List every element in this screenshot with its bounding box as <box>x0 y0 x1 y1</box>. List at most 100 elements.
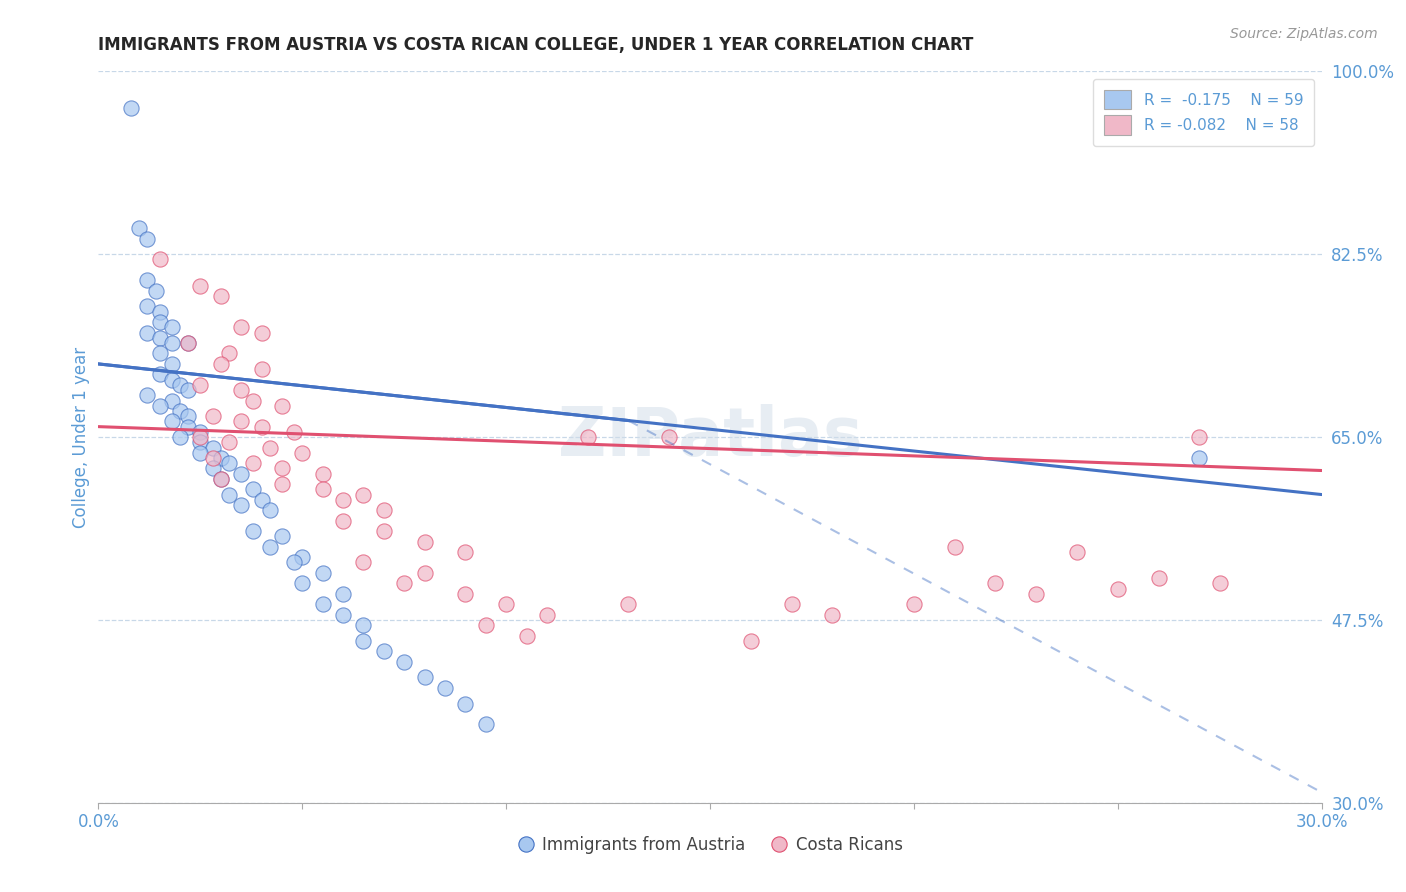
Point <box>149 304 172 318</box>
Point <box>201 450 224 465</box>
Point <box>149 331 172 345</box>
Point <box>413 670 436 684</box>
Y-axis label: College, Under 1 year: College, Under 1 year <box>72 346 90 528</box>
Point <box>352 487 374 501</box>
Point <box>242 524 264 538</box>
Point <box>145 284 167 298</box>
Point <box>576 430 599 444</box>
Point <box>373 524 395 538</box>
Point <box>218 487 240 501</box>
Point <box>332 514 354 528</box>
Point <box>209 450 232 465</box>
Point <box>160 336 183 351</box>
Point <box>231 414 253 428</box>
Point <box>177 336 200 351</box>
Point <box>136 231 159 245</box>
Point <box>291 576 314 591</box>
Point <box>188 278 212 293</box>
Point <box>177 419 200 434</box>
Point <box>160 414 183 428</box>
Point <box>218 456 240 470</box>
Point <box>291 550 314 565</box>
Point <box>474 618 498 632</box>
Point <box>392 576 416 591</box>
Point <box>311 483 335 497</box>
Point <box>250 326 273 340</box>
Point <box>1208 576 1232 591</box>
Point <box>231 467 253 481</box>
Point <box>332 492 354 507</box>
Point <box>943 540 966 554</box>
Point <box>177 336 200 351</box>
Point <box>169 404 191 418</box>
Point <box>209 472 232 486</box>
Point <box>454 697 477 711</box>
Point <box>201 441 224 455</box>
Point <box>177 383 200 397</box>
Point <box>515 629 537 643</box>
Point <box>218 435 240 450</box>
Point <box>259 441 281 455</box>
Point <box>201 461 224 475</box>
Legend: Immigrants from Austria, Costa Ricans: Immigrants from Austria, Costa Ricans <box>510 829 910 860</box>
Point <box>231 383 253 397</box>
Point <box>136 388 159 402</box>
Point <box>1147 571 1170 585</box>
Point <box>373 503 395 517</box>
Text: IMMIGRANTS FROM AUSTRIA VS COSTA RICAN COLLEGE, UNDER 1 YEAR CORRELATION CHART: IMMIGRANTS FROM AUSTRIA VS COSTA RICAN C… <box>98 36 974 54</box>
Point <box>311 566 335 580</box>
Point <box>1188 450 1211 465</box>
Point <box>250 492 273 507</box>
Point <box>149 315 172 329</box>
Point <box>209 289 232 303</box>
Point <box>209 357 232 371</box>
Point <box>270 461 292 475</box>
Point <box>780 597 803 611</box>
Point <box>209 472 232 486</box>
Point <box>352 556 374 570</box>
Point <box>270 477 292 491</box>
Point <box>160 373 183 387</box>
Point <box>160 357 183 371</box>
Point <box>1188 430 1211 444</box>
Point <box>188 435 212 450</box>
Point <box>291 446 314 460</box>
Point <box>149 252 172 267</box>
Point <box>169 430 191 444</box>
Point <box>270 399 292 413</box>
Point <box>160 320 183 334</box>
Point <box>433 681 456 695</box>
Point <box>658 430 681 444</box>
Point <box>149 399 172 413</box>
Point <box>136 326 159 340</box>
Point <box>283 425 305 439</box>
Point <box>188 430 212 444</box>
Point <box>218 346 240 360</box>
Point <box>136 273 159 287</box>
Point <box>231 498 253 512</box>
Point <box>373 644 395 658</box>
Point <box>242 456 264 470</box>
Point <box>188 425 212 439</box>
Point <box>536 607 558 622</box>
Point <box>242 393 264 408</box>
Point <box>1025 587 1047 601</box>
Point <box>250 362 273 376</box>
Point <box>413 534 436 549</box>
Point <box>311 597 335 611</box>
Text: ZIPatlas: ZIPatlas <box>558 404 862 470</box>
Point <box>617 597 640 611</box>
Point <box>1066 545 1088 559</box>
Point <box>160 393 183 408</box>
Point <box>231 320 253 334</box>
Point <box>188 446 212 460</box>
Point <box>495 597 517 611</box>
Point <box>352 633 374 648</box>
Point <box>259 540 281 554</box>
Point <box>169 377 191 392</box>
Point <box>177 409 200 424</box>
Point <box>474 717 498 731</box>
Text: Source: ZipAtlas.com: Source: ZipAtlas.com <box>1230 27 1378 41</box>
Point <box>136 300 159 314</box>
Point <box>332 587 354 601</box>
